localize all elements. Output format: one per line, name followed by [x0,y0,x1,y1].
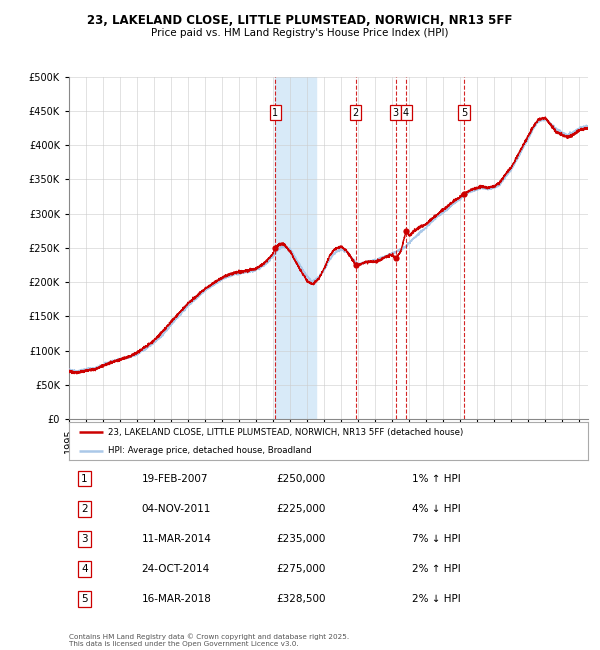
Text: 2% ↑ HPI: 2% ↑ HPI [412,564,460,574]
Text: 4: 4 [81,564,88,574]
Text: 2% ↓ HPI: 2% ↓ HPI [412,594,460,604]
Text: HPI: Average price, detached house, Broadland: HPI: Average price, detached house, Broa… [108,446,311,455]
Text: 04-NOV-2011: 04-NOV-2011 [142,504,211,514]
Text: 4: 4 [403,108,409,118]
Text: 16-MAR-2018: 16-MAR-2018 [142,594,212,604]
Text: 5: 5 [461,108,467,118]
Text: 23, LAKELAND CLOSE, LITTLE PLUMSTEAD, NORWICH, NR13 5FF (detached house): 23, LAKELAND CLOSE, LITTLE PLUMSTEAD, NO… [108,428,463,437]
Text: 11-MAR-2014: 11-MAR-2014 [142,534,212,544]
Text: £235,000: £235,000 [277,534,326,544]
Text: 7% ↓ HPI: 7% ↓ HPI [412,534,460,544]
Text: 3: 3 [81,534,88,544]
Text: 24-OCT-2014: 24-OCT-2014 [142,564,210,574]
Text: 19-FEB-2007: 19-FEB-2007 [142,474,208,484]
Text: 2: 2 [81,504,88,514]
Text: Contains HM Land Registry data © Crown copyright and database right 2025.
This d: Contains HM Land Registry data © Crown c… [69,633,349,647]
Text: 1: 1 [272,108,278,118]
Text: 5: 5 [81,594,88,604]
Text: £225,000: £225,000 [277,504,326,514]
Text: £250,000: £250,000 [277,474,326,484]
Text: £328,500: £328,500 [277,594,326,604]
Text: 23, LAKELAND CLOSE, LITTLE PLUMSTEAD, NORWICH, NR13 5FF: 23, LAKELAND CLOSE, LITTLE PLUMSTEAD, NO… [88,14,512,27]
Text: 3: 3 [392,108,398,118]
Bar [275,77,316,419]
Text: 1% ↑ HPI: 1% ↑ HPI [412,474,460,484]
Text: 4% ↓ HPI: 4% ↓ HPI [412,504,460,514]
Text: Price paid vs. HM Land Registry's House Price Index (HPI): Price paid vs. HM Land Registry's House … [151,28,449,38]
Text: £275,000: £275,000 [277,564,326,574]
Text: 2: 2 [352,108,359,118]
Text: 1: 1 [81,474,88,484]
